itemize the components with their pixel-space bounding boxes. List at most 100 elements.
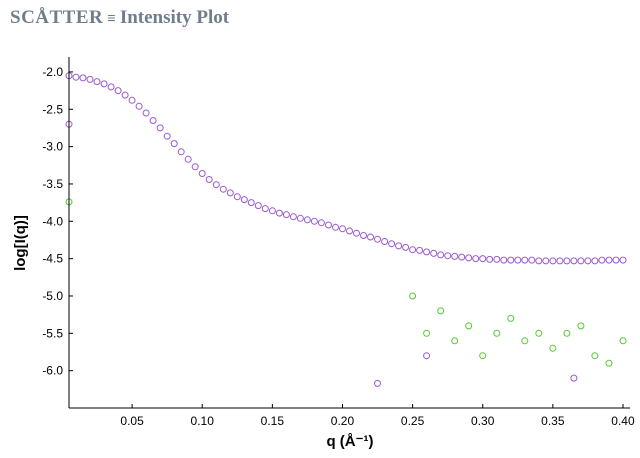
- data-point: [254, 202, 262, 210]
- data-point: [170, 140, 178, 148]
- data-point: [374, 379, 381, 387]
- data-point: [486, 255, 494, 263]
- y-axis-label: log[I(q)]: [12, 215, 29, 271]
- data-point: [570, 257, 578, 265]
- data-point: [310, 217, 318, 225]
- data-point: [556, 257, 564, 265]
- data-point: [472, 255, 480, 263]
- data-point: [465, 254, 473, 262]
- data-point: [205, 176, 213, 183]
- data-point: [325, 221, 332, 229]
- data-point: [598, 256, 606, 264]
- data-point: [619, 256, 627, 264]
- data-point: [374, 235, 381, 243]
- x-tick-label: 0.15: [261, 414, 285, 428]
- data-point: [605, 359, 613, 367]
- data-point: [605, 256, 613, 264]
- app-title: SCÅTTER ≡ Intensity Plot: [10, 7, 229, 29]
- data-point: [479, 255, 487, 263]
- data-point: [451, 252, 459, 260]
- data-point: [282, 211, 290, 219]
- data-point: [261, 205, 269, 213]
- data-point: [423, 352, 431, 360]
- data-point: [409, 246, 417, 254]
- data-point: [521, 337, 529, 345]
- y-tick-label: -4.0: [42, 214, 63, 228]
- data-point: [507, 314, 515, 322]
- data-point: [163, 132, 171, 140]
- x-tick-label: 0.35: [541, 414, 565, 428]
- data-point: [149, 117, 157, 124]
- data-point: [535, 257, 543, 265]
- data-point: [86, 75, 94, 83]
- data-point: [570, 374, 578, 382]
- x-tick-label: 0.20: [331, 414, 355, 428]
- data-point: [219, 185, 227, 193]
- data-point: [430, 249, 438, 257]
- data-point: [619, 337, 627, 345]
- data-point: [493, 329, 501, 337]
- data-point: [198, 170, 206, 177]
- data-point: [521, 256, 529, 264]
- data-point: [233, 193, 241, 201]
- data-point: [437, 307, 445, 315]
- data-point: [135, 102, 143, 110]
- x-tick-label: 0.40: [611, 414, 635, 428]
- data-point: [528, 256, 536, 264]
- y-tick-label: -3.0: [42, 140, 63, 154]
- data-point: [500, 256, 508, 264]
- data-point: [212, 181, 220, 189]
- data-point: [402, 243, 410, 251]
- data-point: [79, 74, 87, 82]
- data-point: [121, 91, 129, 99]
- data-point: [409, 292, 417, 300]
- x-tick-label: 0.30: [471, 414, 495, 428]
- data-point: [367, 233, 374, 241]
- data-point: [128, 96, 136, 104]
- data-point: [114, 87, 122, 95]
- data-point: [591, 257, 599, 265]
- data-point: [247, 199, 255, 207]
- data-point: [458, 253, 466, 261]
- data-point: [416, 246, 424, 254]
- data-point: [577, 322, 585, 330]
- data-point: [72, 73, 80, 81]
- data-point: [191, 163, 199, 171]
- y-tick-label: -3.5: [42, 177, 63, 191]
- menu-icon[interactable]: ≡: [107, 11, 116, 27]
- plot-axes: -2.0 -2.5 -3.0 -3.5 -4.0 -4.5 -5.0 -5.5 -6.0 0.05…: [42, 57, 635, 428]
- data-point: [437, 251, 445, 259]
- data-point: [142, 109, 150, 117]
- data-point: [226, 189, 234, 197]
- data-point: [549, 257, 557, 265]
- data-point: [423, 329, 431, 337]
- x-tick-label: 0.10: [191, 414, 215, 428]
- y-tick-label: -6.0: [42, 364, 63, 378]
- data-point: [493, 255, 501, 263]
- data-point: [93, 78, 101, 86]
- data-point: [332, 223, 339, 231]
- data-point: [584, 257, 592, 265]
- data-point: [444, 252, 452, 260]
- data-point: [296, 214, 304, 222]
- data-point: [563, 257, 571, 265]
- x-tick-label: 0.25: [401, 414, 425, 428]
- data-point: [535, 329, 543, 337]
- data-point: [107, 83, 115, 91]
- data-point: [240, 196, 248, 204]
- data-point: [339, 225, 346, 233]
- data-point: [479, 352, 487, 360]
- data-point: [542, 257, 550, 265]
- y-tick-label: -4.5: [42, 252, 63, 266]
- data-point: [360, 232, 367, 239]
- data-point: [563, 329, 571, 337]
- data-point: [381, 238, 389, 245]
- data-point: [507, 256, 515, 264]
- scatter-points: [65, 72, 627, 387]
- data-point: [268, 207, 276, 215]
- data-point: [100, 80, 108, 88]
- y-tick-label: -2.0: [42, 65, 63, 79]
- data-point: [549, 344, 557, 352]
- data-point: [156, 124, 164, 132]
